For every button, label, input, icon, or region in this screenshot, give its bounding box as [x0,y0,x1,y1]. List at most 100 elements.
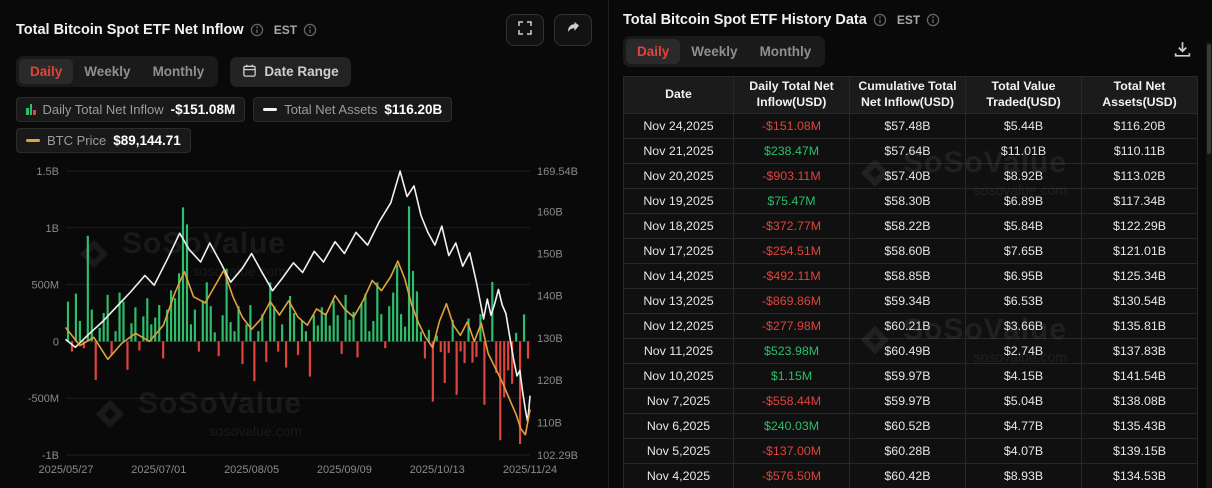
value-cell: $58.60B [849,237,966,264]
history-title: Total Bitcoin Spot ETF History Data [623,12,867,28]
value-cell: $238.47M [733,137,850,164]
svg-text:2025/07/01: 2025/07/01 [131,464,186,476]
table-row[interactable]: Nov 5,2025 -$137.00M $60.28B $4.07B $139.15B [623,437,1198,464]
table-row[interactable]: Nov 4,2025 -$576.50M $60.42B $8.93B $134.53B [623,462,1198,488]
date-cell: Nov 7,2025 [623,387,734,414]
table-row[interactable]: Nov 13,2025 -$869.86M $59.34B $6.53B $130.54… [623,287,1198,314]
info-icon[interactable] [873,13,887,27]
table-row[interactable]: Nov 21,2025 $238.47M $57.64B $11.01B $110.11… [623,137,1198,164]
table-row[interactable]: Nov 6,2025 $240.03M $60.52B $4.77B $135.43B [623,412,1198,439]
info-icon[interactable] [250,23,264,37]
svg-text:160B: 160B [537,206,563,218]
chart-canvas[interactable]: 1.5B 1B 500M 0 -500M -1B 169.54B 160B 150B 140B 13… [16,157,592,483]
svg-text:110B: 110B [537,417,562,429]
value-cell: $4.77B [965,412,1082,439]
table-row[interactable]: Nov 10,2025 $1.15M $59.97B $4.15B $141.54B [623,362,1198,389]
date-cell: Nov 19,2025 [623,187,734,214]
table-body: Nov 24,2025 -$151.08M $57.48B $5.44B $116.20… [623,112,1198,488]
date-cell: Nov 10,2025 [623,362,734,389]
value-cell: $59.97B [849,362,966,389]
legend-label: BTC Price [47,133,107,148]
legend-item[interactable]: Total Net Assets $116.20B [253,97,453,122]
date-cell: Nov 5,2025 [623,437,734,464]
date-cell: Nov 24,2025 [623,112,734,139]
value-cell: -$151.08M [733,112,850,139]
value-cell: $8.93B [965,462,1082,488]
value-cell: $135.81B [1081,312,1198,339]
table-row[interactable]: Nov 19,2025 $75.47M $58.30B $6.89B $117.34B [623,187,1198,214]
value-cell: $134.53B [1081,462,1198,488]
scrollbar-track[interactable] [1206,42,1212,488]
value-cell: $60.28B [849,437,966,464]
legend-value: $89,144.71 [113,133,181,148]
est-label: EST [896,13,921,27]
tab-daily[interactable]: Daily [19,59,74,84]
svg-text:-500M: -500M [28,393,59,405]
legend-item[interactable]: Daily Total Net Inflow -$151.08M [16,97,246,122]
table-row[interactable]: Nov 20,2025 -$903.11M $57.40B $8.92B $113.02… [623,162,1198,189]
info-icon[interactable] [303,23,317,37]
value-cell: $130.54B [1081,287,1198,314]
fullscreen-button[interactable] [506,14,544,46]
fullscreen-icon [517,20,533,41]
table-row[interactable]: Nov 11,2025 $523.98M $60.49B $2.74B $137.83B [623,337,1198,364]
value-cell: $75.47M [733,187,850,214]
etf-flow-chart[interactable]: 1.5B 1B 500M 0 -500M -1B 169.54B 160B 150B 140B 13… [16,157,592,488]
value-cell: $523.98M [733,337,850,364]
date-cell: Nov 12,2025 [623,312,734,339]
tab-weekly[interactable]: Weekly [691,44,738,59]
share-button[interactable] [554,14,592,46]
calendar-icon [242,63,257,81]
flow-tabs: Daily Weekly Monthly [16,56,219,87]
date-cell: Nov 14,2025 [623,262,734,289]
date-cell: Nov 13,2025 [623,287,734,314]
value-cell: $240.03M [733,412,850,439]
value-cell: $6.95B [965,262,1082,289]
value-cell: $141.54B [1081,362,1198,389]
tab-daily[interactable]: Daily [626,39,681,64]
svg-text:2025/10/13: 2025/10/13 [410,464,465,476]
svg-text:140B: 140B [537,291,563,303]
table-row[interactable]: Nov 7,2025 -$558.44M $59.97B $5.04B $138.08B [623,387,1198,414]
scrollbar-thumb[interactable] [1207,44,1211,154]
column-header: Daily Total Net Inflow(USD) [733,76,850,114]
legend-value: $116.20B [384,102,443,117]
tab-weekly[interactable]: Weekly [84,64,131,79]
info-icon[interactable] [926,13,940,27]
value-cell: $117.34B [1081,187,1198,214]
tab-monthly[interactable]: Monthly [759,44,812,59]
table-row[interactable]: Nov 12,2025 -$277.98M $60.21B $3.66B $135.81… [623,312,1198,339]
history-data-panel: Total Bitcoin Spot ETF History Data EST … [609,0,1212,488]
value-cell: $4.15B [965,362,1082,389]
svg-text:2025/05/27: 2025/05/27 [38,464,93,476]
column-header: Total Net Assets(USD) [1081,76,1198,114]
value-cell: $60.52B [849,412,966,439]
value-cell: -$492.11M [733,262,850,289]
value-cell: $6.53B [965,287,1082,314]
table-row[interactable]: Nov 24,2025 -$151.08M $57.48B $5.44B $116.20… [623,112,1198,139]
svg-text:120B: 120B [537,375,563,387]
column-header: Date [623,76,734,114]
line-white-icon [263,108,278,111]
table-row[interactable]: Nov 18,2025 -$372.77M $58.22B $5.84B $122.29… [623,212,1198,239]
value-cell: $60.42B [849,462,966,488]
value-cell: $11.01B [965,137,1082,164]
legend-item[interactable]: BTC Price $89,144.71 [16,128,191,153]
est-label: EST [273,23,298,37]
table-row[interactable]: Nov 14,2025 -$492.11M $58.85B $6.95B $125.34… [623,262,1198,289]
download-icon [1174,41,1191,57]
inflow-bars-icon [26,104,36,115]
value-cell: $58.30B [849,187,966,214]
value-cell: $110.11B [1081,137,1198,164]
svg-text:500M: 500M [31,280,59,292]
date-cell: Nov 18,2025 [623,212,734,239]
value-cell: $59.97B [849,387,966,414]
table-row[interactable]: Nov 17,2025 -$254.51M $58.60B $7.65B $121.01… [623,237,1198,264]
date-range-button[interactable]: Date Range [230,56,351,87]
value-cell: -$576.50M [733,462,850,488]
download-button[interactable] [1173,40,1192,64]
tab-monthly[interactable]: Monthly [152,64,205,79]
value-cell: $125.34B [1081,262,1198,289]
value-cell: -$558.44M [733,387,850,414]
value-cell: $2.74B [965,337,1082,364]
